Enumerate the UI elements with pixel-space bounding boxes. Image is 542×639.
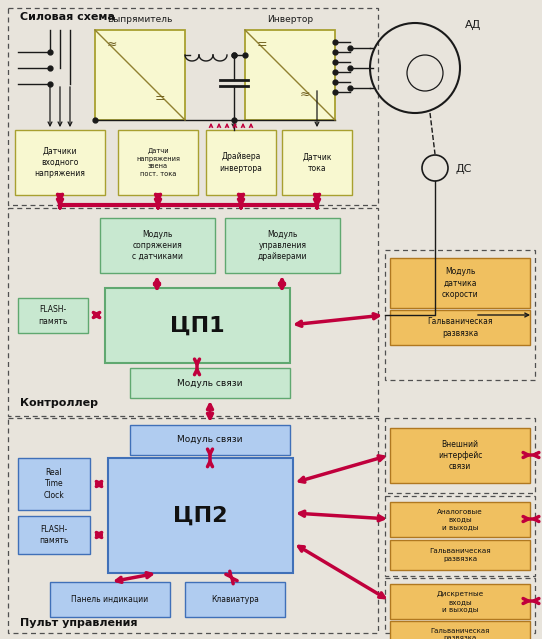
Bar [282, 130, 352, 195]
Text: ЦП1: ЦП1 [170, 316, 225, 335]
Text: Силовая схема: Силовая схема [20, 12, 115, 22]
Bar [385, 418, 535, 493]
Bar [130, 425, 290, 455]
Bar [225, 218, 340, 273]
Text: ≈: ≈ [300, 88, 311, 101]
Bar [390, 540, 530, 570]
Bar [206, 130, 276, 195]
Text: Пульт управления: Пульт управления [20, 618, 138, 628]
Text: Выпрямитель: Выпрямитель [107, 15, 173, 24]
Text: FLASH-
память: FLASH- память [40, 525, 69, 545]
Text: Датчик
тока: Датчик тока [302, 153, 332, 173]
Text: Модуль
управления
драйверами: Модуль управления драйверами [258, 230, 307, 261]
Text: Панель индикации: Панель индикации [72, 595, 149, 604]
Bar [390, 502, 530, 537]
Text: Аналоговые
входы
и выходы: Аналоговые входы и выходы [437, 509, 483, 530]
Bar [130, 368, 290, 398]
Text: Контроллер: Контроллер [20, 398, 98, 408]
Text: Гальваническая
развязка: Гальваническая развязка [429, 548, 491, 562]
Text: Клавиатура: Клавиатура [211, 595, 259, 604]
Bar [390, 621, 530, 639]
Bar [100, 218, 215, 273]
Text: =: = [257, 38, 268, 51]
Text: ≈: ≈ [107, 38, 118, 51]
Bar [50, 582, 170, 617]
Text: Гальваническая
развязка: Гальваническая развязка [430, 627, 489, 639]
Text: Внешний
интерфейс
связи: Внешний интерфейс связи [438, 440, 482, 471]
Bar [105, 288, 290, 363]
Text: Драйвера
инвертора: Драйвера инвертора [220, 153, 262, 173]
Bar [8, 8, 378, 205]
Text: Модуль
сопряжения
с датчиками: Модуль сопряжения с датчиками [132, 230, 183, 261]
Text: Датчи
напряжения
звена
пост. тока: Датчи напряжения звена пост. тока [136, 148, 180, 177]
Text: FLASH-
память: FLASH- память [38, 305, 68, 325]
Bar [385, 496, 535, 576]
Bar [18, 516, 90, 554]
Bar [18, 298, 88, 333]
Bar [390, 310, 530, 345]
Bar [245, 30, 335, 120]
Bar [385, 578, 535, 633]
Text: Модуль связи: Модуль связи [177, 436, 243, 445]
Bar [385, 250, 535, 380]
Bar [8, 418, 378, 633]
Text: Инвертор: Инвертор [267, 15, 313, 24]
Text: Датчики
входного
напряжения: Датчики входного напряжения [35, 147, 86, 178]
Bar [118, 130, 198, 195]
Bar [390, 428, 530, 483]
Text: ДС: ДС [455, 164, 472, 174]
Text: Модуль связи: Модуль связи [177, 378, 243, 387]
Bar [8, 208, 378, 416]
Text: ЦП2: ЦП2 [173, 505, 228, 525]
Bar [15, 130, 105, 195]
Bar [390, 584, 530, 619]
Bar [108, 458, 293, 573]
Bar [185, 582, 285, 617]
Bar [95, 30, 185, 120]
Bar [18, 458, 90, 510]
Text: Дискретные
входы
и выходы: Дискретные входы и выходы [436, 591, 483, 612]
Text: АД: АД [465, 20, 481, 30]
Text: Модуль
датчика
скорости: Модуль датчика скорости [442, 267, 478, 298]
Text: =: = [155, 92, 166, 105]
Text: Гальваническая
развязка: Гальваническая развязка [427, 318, 493, 337]
Text: Real
Time
Clock: Real Time Clock [43, 468, 64, 500]
Bar [390, 258, 530, 308]
